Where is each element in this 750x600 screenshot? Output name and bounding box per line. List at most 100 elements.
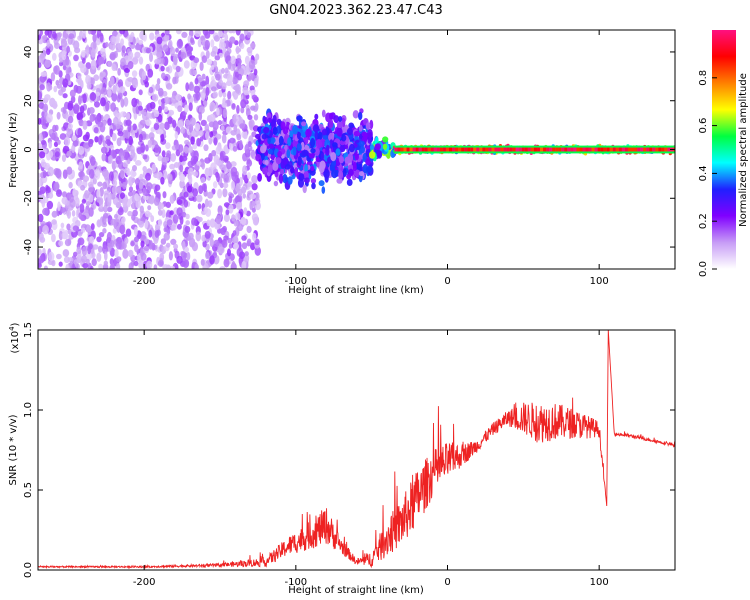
spectrogram-cell: [98, 56, 105, 65]
spectrogram-line-cell: [664, 147, 668, 152]
spectrogram-cell: [52, 100, 58, 110]
spectrogram-line-cell: [473, 147, 477, 152]
spectrogram-cell: [248, 119, 255, 128]
spectrogram-cell: [244, 144, 250, 154]
spectrogram-cell: [210, 39, 215, 48]
spectrogram-cell: [284, 144, 288, 151]
spectrogram-cell: [242, 165, 248, 176]
spectrogram-cell: [98, 220, 104, 226]
spectrogram-cell: [82, 263, 89, 269]
colorbar-tick-label: 0.2: [698, 213, 709, 229]
spectrogram-cell: [169, 194, 175, 204]
spectrogram-cell: [296, 131, 301, 140]
spectrogram-cell: [305, 128, 312, 138]
spectrogram-cell: [321, 129, 327, 136]
x-tick-label: -100: [284, 577, 307, 588]
spectrogram-cell: [179, 179, 185, 189]
spectrogram-cell: [38, 62, 42, 68]
y-tick-label: 40: [23, 46, 34, 59]
spectrogram-cell: [167, 173, 173, 181]
spectrogram-cell: [130, 43, 136, 49]
spectrogram-cell: [99, 187, 104, 197]
spectrogram-cell: [81, 255, 87, 263]
snr-frame: [37, 329, 676, 571]
spectrogram-cell: [176, 38, 184, 49]
spectrogram-cell: [205, 86, 210, 96]
spectrogram-cell: [138, 133, 143, 143]
spectrogram-cell: [304, 177, 310, 184]
spectrogram-cell: [187, 167, 194, 176]
spectrogram-cell: [125, 146, 132, 152]
spectrogram-cell: [218, 246, 225, 254]
spectrogram-cell: [163, 106, 169, 113]
y-tick-label: 0: [23, 146, 34, 152]
spectrogram-cell: [241, 235, 247, 241]
spectrogram-cell: [297, 156, 302, 166]
spectrogram-cell: [163, 226, 169, 233]
spectrogram-cell: [110, 218, 117, 226]
spectrogram-cell: [251, 200, 257, 207]
spectrogram-cell: [314, 130, 319, 140]
spectrogram-cell: [251, 207, 256, 213]
spectrogram-cell: [223, 235, 229, 241]
spectrogram-cell: [127, 123, 132, 133]
spectrogram-cell: [112, 172, 119, 181]
y-tick-label: -40: [23, 239, 34, 255]
spectrogram-cell: [187, 93, 192, 100]
spectrogram-cell: [132, 165, 137, 172]
spectrogram-cell: [223, 30, 228, 35]
spectrogram-cell: [201, 234, 206, 242]
colorbar-tick-label: 0.8: [698, 70, 709, 86]
spectrogram-cell: [209, 218, 216, 228]
spectrogram-cell: [231, 171, 237, 181]
spectrogram-cell: [246, 225, 251, 233]
spectrogram-cell: [195, 231, 202, 242]
spectrogram-cell: [201, 92, 206, 102]
spectrogram-cell: [222, 91, 227, 98]
spectrogram-cell: [113, 116, 119, 126]
spectrogram-cell: [185, 82, 190, 92]
spectrogram-cell: [250, 105, 256, 111]
x-tick-label: 100: [590, 276, 609, 287]
spectrogram-cell: [221, 67, 225, 74]
spectrogram-cell: [67, 123, 74, 129]
spectrogram-cell: [349, 143, 355, 153]
spectrogram-cell: [169, 210, 174, 216]
spectrogram-cell: [139, 205, 144, 214]
spectrogram-cell: [147, 68, 154, 78]
spectrogram-line-cell: [555, 147, 559, 152]
spectrogram-cell: [204, 230, 211, 239]
spectrogram-cell: [182, 259, 190, 269]
spectrogram-line-cell: [445, 147, 449, 152]
spectrogram-cell: [275, 157, 282, 165]
spectrogram-line-cell: [621, 147, 625, 152]
spectrogram-cell: [64, 238, 72, 247]
spectrogram-cell: [94, 170, 101, 180]
spectrogram-cell: [169, 163, 176, 170]
spectrogram-cell: [130, 202, 137, 209]
spectrogram-cell: [92, 177, 97, 185]
spectrogram-cell: [252, 216, 259, 226]
spectrogram-cell: [101, 146, 108, 154]
spectrogram-cell: [153, 264, 158, 269]
spectrogram-cell: [163, 232, 170, 241]
spectrogram-cell: [201, 73, 206, 80]
spectrogram-cell: [127, 34, 134, 43]
spectrogram-cell: [289, 130, 294, 138]
spectrogram-cell: [109, 240, 115, 248]
y-tick-label: 1.0: [23, 402, 34, 418]
spectrogram-cell: [58, 240, 64, 247]
spectrogram-cell: [233, 220, 239, 227]
spectrogram-cell: [165, 142, 171, 150]
spectrogram-cell: [247, 172, 251, 180]
spectrogram-cell: [60, 222, 65, 229]
spectrogram-cell: [61, 154, 67, 163]
spectrogram-line-cell: [491, 147, 495, 152]
spectrogram-cell: [135, 160, 142, 166]
spectrogram-cell: [235, 212, 241, 221]
spectrogram-cell: [310, 148, 316, 154]
spectrogram-line-cell: [540, 147, 544, 152]
spectrogram-cell: [175, 47, 179, 53]
spectrogram-cell: [230, 55, 236, 65]
spectrogram-cell: [139, 119, 146, 126]
